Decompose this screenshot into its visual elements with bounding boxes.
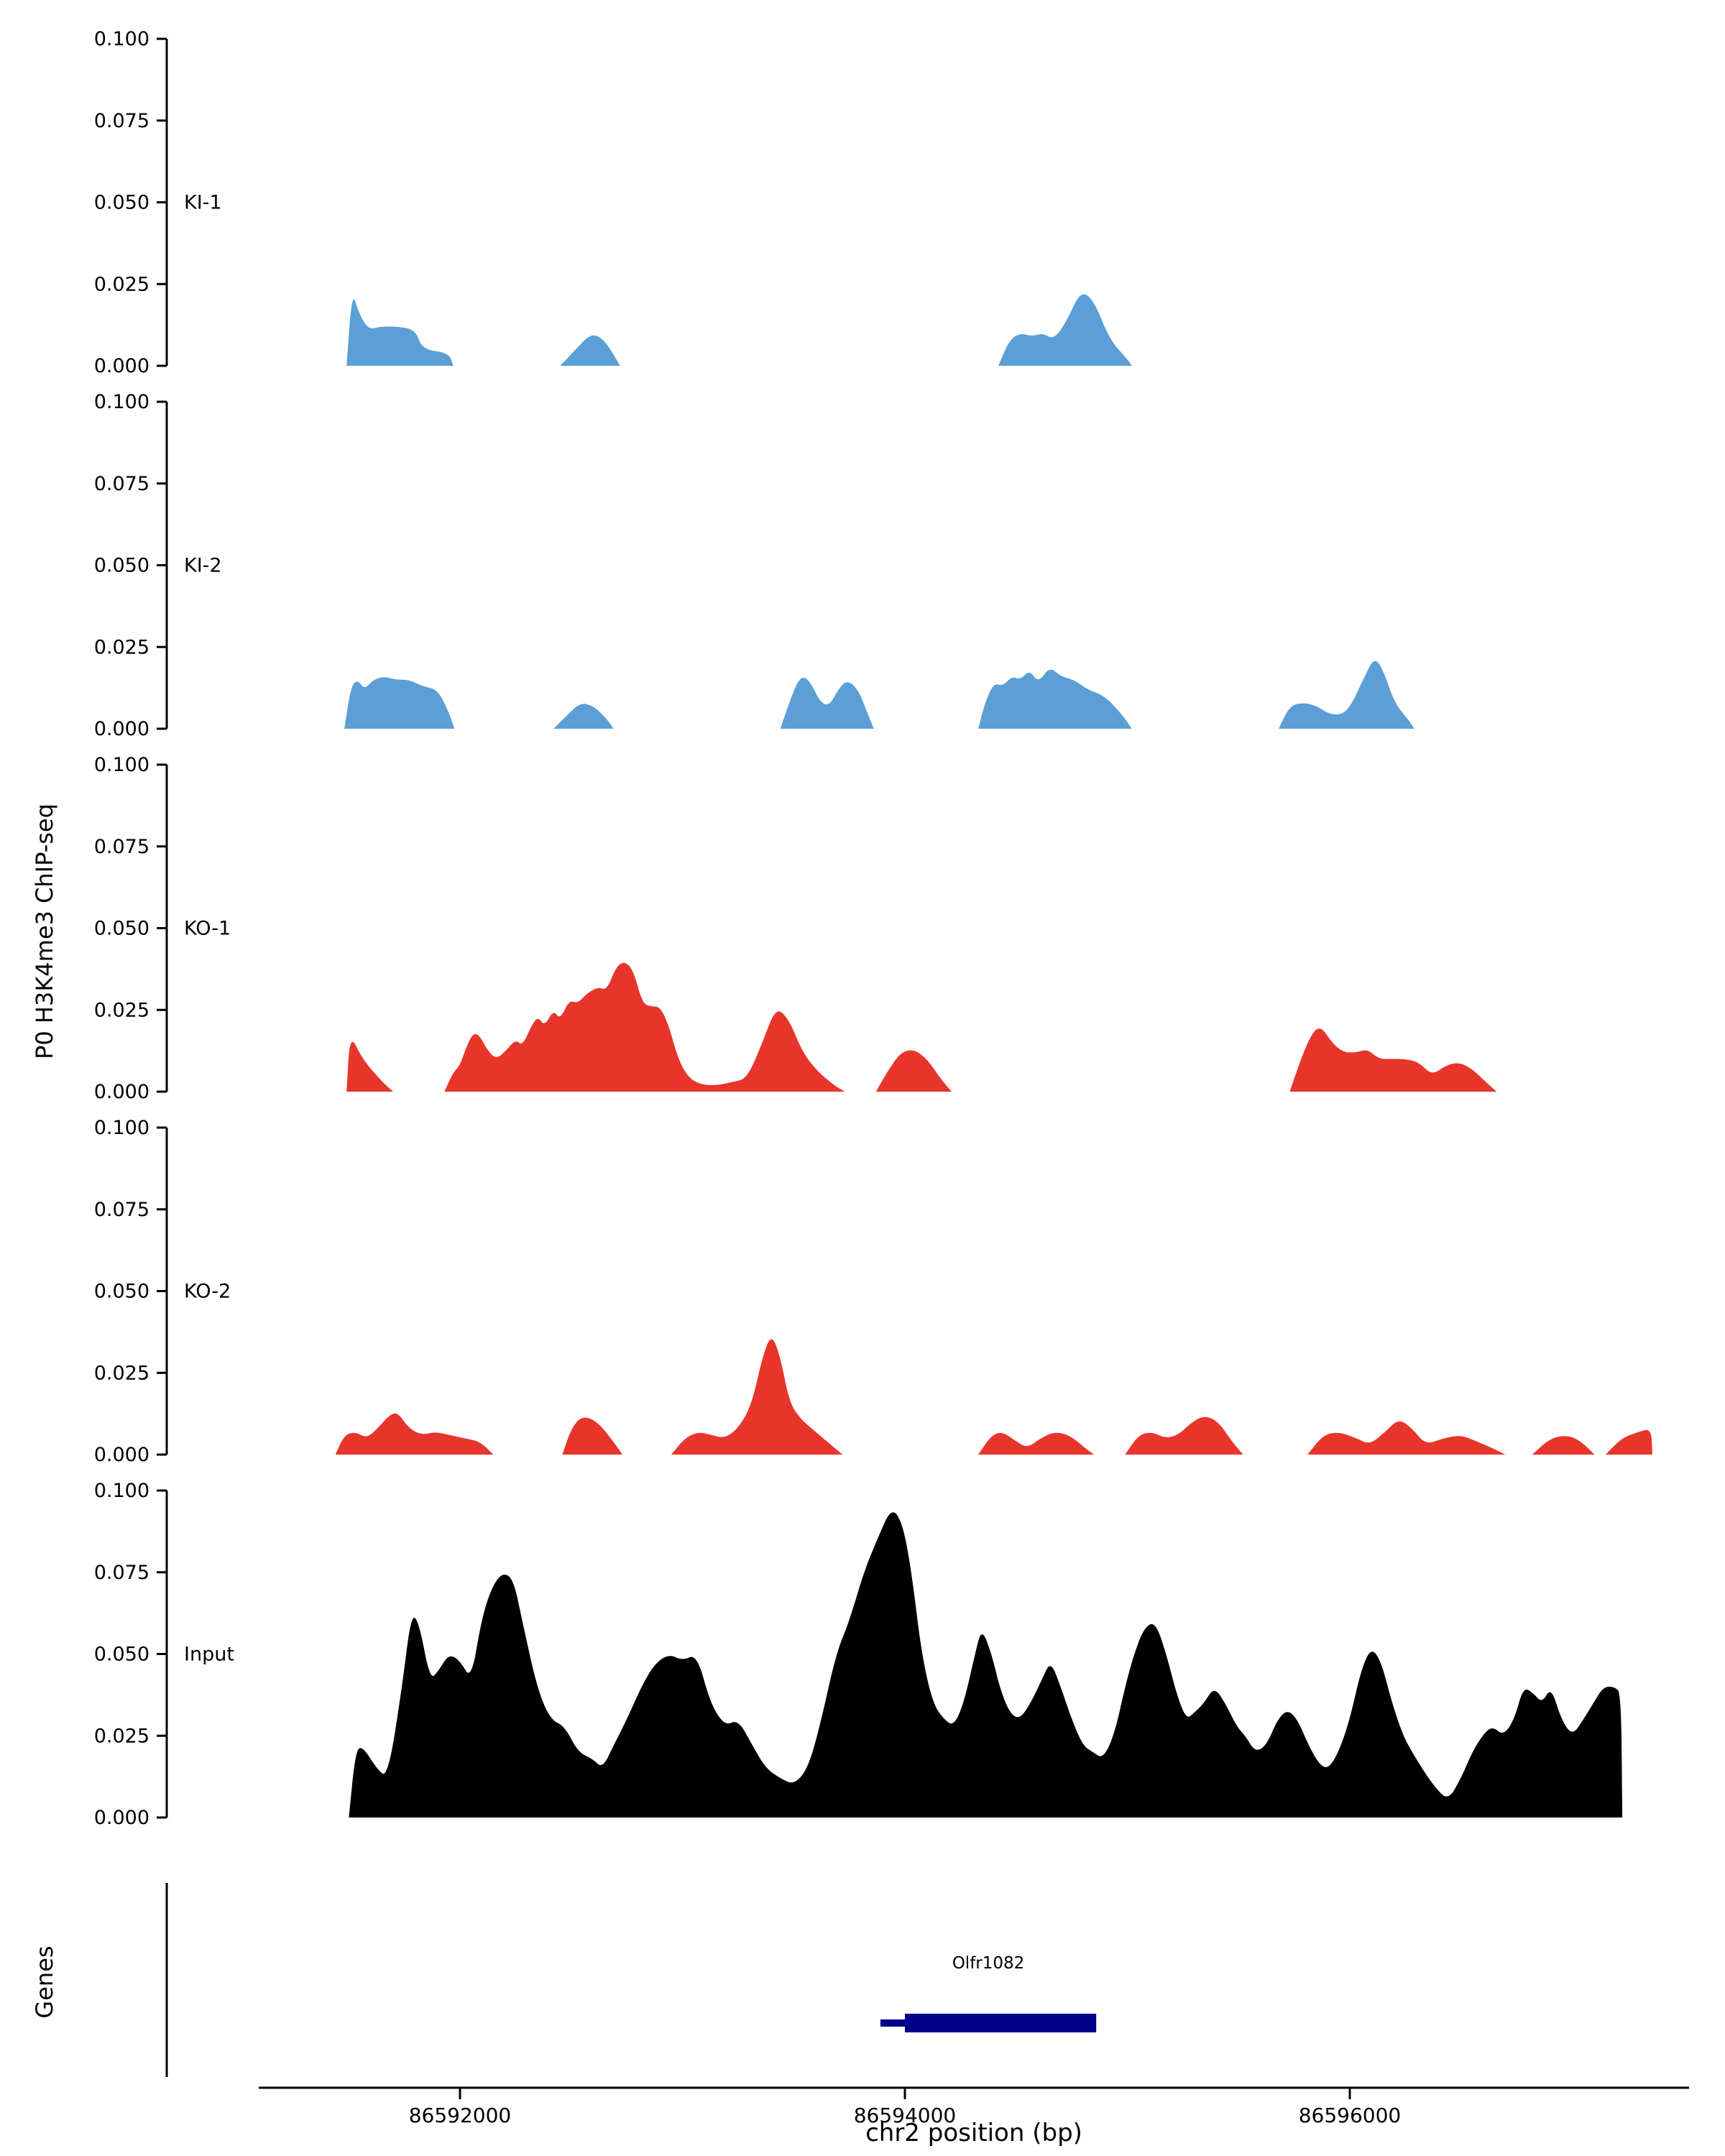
track-area-KO-1	[875, 1050, 952, 1092]
y-tick-label: 0.050	[94, 918, 150, 940]
y-tick-label: 0.000	[94, 1807, 150, 1829]
track-area-KI-2	[780, 678, 874, 729]
y-tick-label: 0.075	[94, 110, 150, 132]
track-label: KI-2	[184, 555, 222, 577]
track-area-KO-2	[562, 1417, 622, 1455]
track-area-KO-2	[671, 1339, 843, 1455]
gene-label: Olfr1082	[952, 1954, 1025, 1973]
y-tick-label: 0.050	[94, 1644, 150, 1666]
track-area-KI-1	[346, 299, 454, 366]
track-area-KI-2	[1279, 660, 1414, 729]
track-area-KO-1	[444, 962, 845, 1092]
y-tick-label: 0.100	[94, 28, 150, 50]
track-area-Input	[349, 1512, 1623, 1818]
y-tick-label: 0.000	[94, 1081, 150, 1103]
x-tick-label: 86592000	[409, 2104, 512, 2127]
y-tick-label: 0.000	[94, 1444, 150, 1466]
y-tick-label: 0.075	[94, 1199, 150, 1221]
track-label: KO-1	[184, 918, 231, 940]
y-tick-label: 0.025	[94, 1725, 150, 1747]
y-tick-label: 0.025	[94, 1362, 150, 1384]
track-area-KO-1	[346, 1041, 394, 1092]
x-axis-title: chr2 position (bp)	[865, 2119, 1082, 2147]
y-tick-label: 0.025	[94, 636, 150, 658]
track-area-KO-2	[335, 1413, 494, 1455]
track-area-KI-2	[978, 669, 1132, 729]
track-area-KI-2	[344, 677, 455, 729]
track-area-KO-1	[1289, 1028, 1497, 1092]
y-tick-label: 0.075	[94, 473, 150, 495]
y-tick-label: 0.050	[94, 192, 150, 214]
x-tick-label: 86594000	[854, 2104, 957, 2127]
track-area-KO-2	[1307, 1421, 1506, 1455]
track-area-KI-1	[560, 335, 620, 366]
y-tick-label: 0.000	[94, 355, 150, 377]
x-tick-label: 86596000	[1299, 2104, 1402, 2127]
track-area-KI-2	[553, 704, 614, 729]
gene-body	[905, 2014, 1097, 2032]
track-label: KI-1	[184, 192, 222, 214]
y-tick-label: 0.100	[94, 1480, 150, 1502]
y-tick-label: 0.100	[94, 1117, 150, 1139]
y-axis-title: P0 H3K4me3 ChIP-seq	[31, 803, 58, 1059]
track-area-KO-2	[978, 1432, 1095, 1455]
track-area-KI-1	[998, 294, 1132, 366]
gene-body-thin	[880, 2019, 908, 2027]
track-area-KO-2	[1605, 1429, 1652, 1455]
y-tick-label: 0.025	[94, 999, 150, 1021]
track-label: Input	[184, 1644, 234, 1666]
genes-axis-title: Genes	[31, 1945, 58, 2019]
track-label: KO-2	[184, 1281, 231, 1303]
y-tick-label: 0.000	[94, 718, 150, 740]
y-tick-label: 0.050	[94, 1281, 150, 1303]
y-tick-label: 0.075	[94, 1562, 150, 1584]
y-tick-label: 0.100	[94, 391, 150, 413]
track-area-KO-2	[1125, 1416, 1243, 1455]
y-tick-label: 0.100	[94, 754, 150, 776]
track-area-KO-2	[1532, 1436, 1595, 1455]
y-tick-label: 0.075	[94, 836, 150, 858]
y-tick-label: 0.050	[94, 555, 150, 577]
y-tick-label: 0.025	[94, 273, 150, 295]
